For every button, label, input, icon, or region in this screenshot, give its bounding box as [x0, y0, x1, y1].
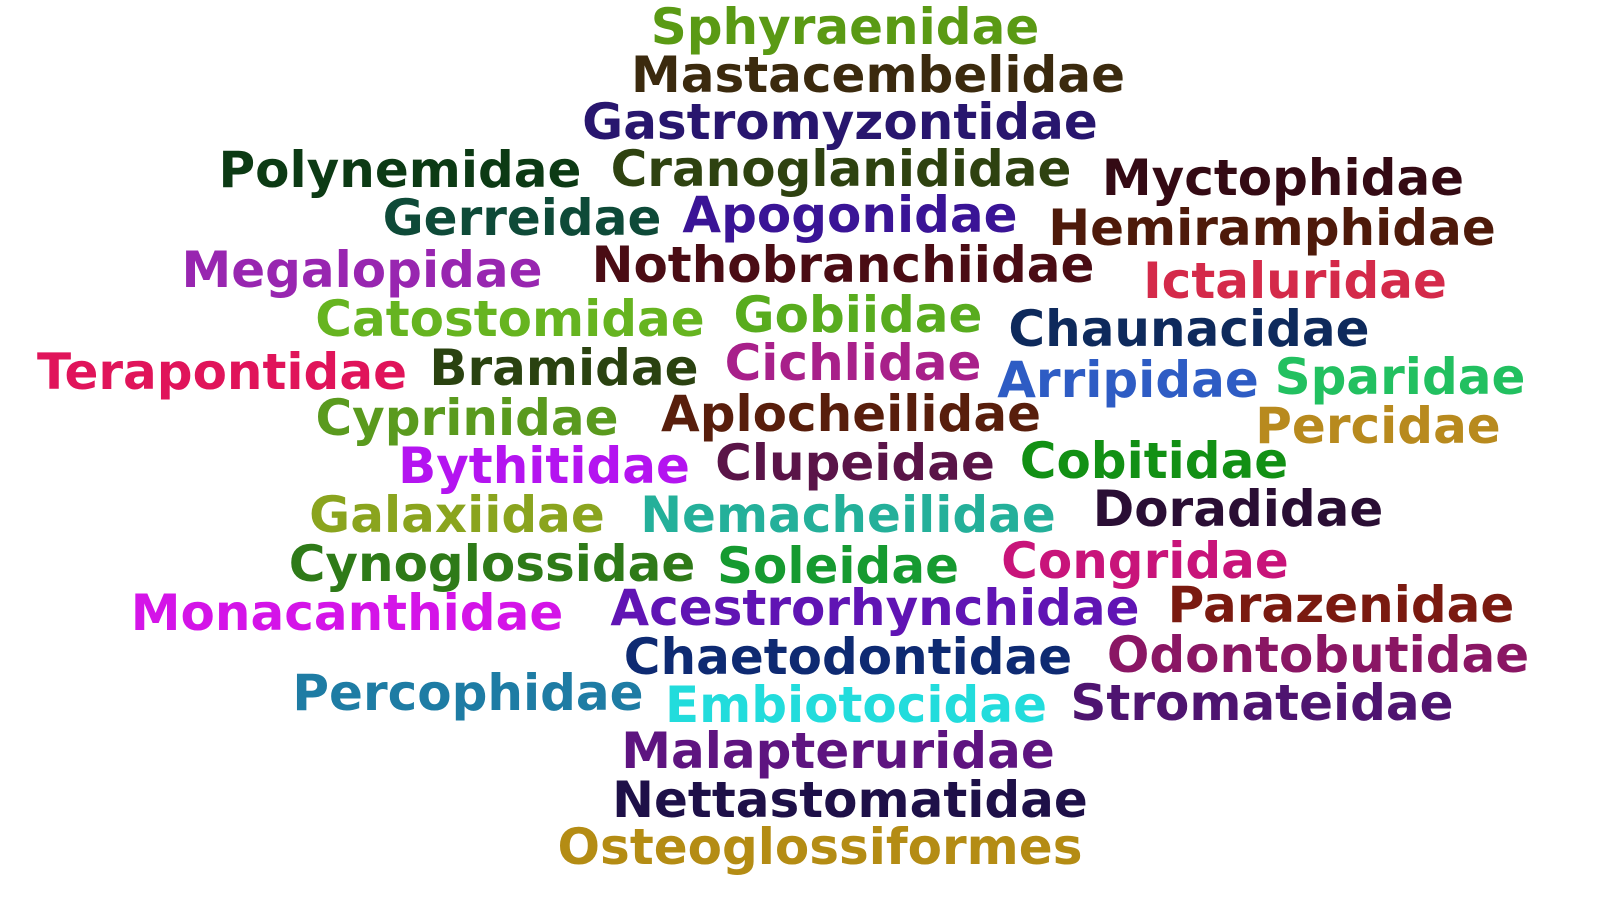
word-percidae: Percidae: [1255, 397, 1501, 455]
word-soleidae: Soleidae: [717, 537, 959, 595]
word-gastromyzontidae: Gastromyzontidae: [582, 93, 1098, 151]
word-ictaluridae: Ictaluridae: [1143, 252, 1447, 310]
word-clupeidae: Clupeidae: [715, 434, 995, 492]
word-cyprinidae: Cyprinidae: [315, 389, 619, 447]
word-congridae: Congridae: [1001, 532, 1289, 590]
word-bramidae: Bramidae: [429, 339, 699, 397]
word-cynoglossidae: Cynoglossidae: [288, 535, 696, 593]
word-bythitidae: Bythitidae: [398, 437, 690, 495]
word-nettastomatidae: Nettastomatidae: [612, 771, 1088, 829]
word-apogonidae: Apogonidae: [682, 186, 1018, 244]
word-osteoglossiformes: Osteoglossiformes: [557, 818, 1083, 876]
word-aplocheilidae: Aplocheilidae: [661, 385, 1041, 443]
word-terapontidae: Terapontidae: [37, 343, 407, 401]
word-nothobranchiidae: Nothobranchiidae: [591, 236, 1095, 294]
word-catostomidae: Catostomidae: [315, 290, 705, 348]
word-gerreidae: Gerreidae: [382, 189, 662, 247]
word-cobitidae: Cobitidae: [1019, 432, 1289, 490]
word-megalopidae: Megalopidae: [181, 241, 543, 299]
word-nemacheilidae: Nemacheilidae: [640, 486, 1056, 544]
word-malapteruridae: Malapteruridae: [621, 722, 1055, 780]
word-cichlidae: Cichlidae: [724, 334, 982, 392]
word-parazenidae: Parazenidae: [1167, 576, 1515, 634]
word-embiotocidae: Embiotocidae: [664, 676, 1048, 734]
word-odontobutidae: Odontobutidae: [1106, 626, 1530, 684]
word-polynemidae: Polynemidae: [218, 141, 582, 199]
word-acestrorhynchidae: Acestrorhynchidae: [610, 579, 1140, 637]
word-doradidae: Doradidae: [1092, 480, 1384, 538]
word-mastacembelidae: Mastacembelidae: [631, 46, 1125, 104]
word-monacanthidae: Monacanthidae: [130, 584, 564, 642]
word-stromateidae: Stromateidae: [1070, 674, 1454, 732]
word-arripidae: Arripidae: [997, 351, 1259, 409]
word-hemiramphidae: Hemiramphidae: [1048, 199, 1496, 257]
word-sphyraenidae: Sphyraenidae: [650, 0, 1040, 56]
word-chaetodontidae: Chaetodontidae: [623, 628, 1073, 686]
word-myctophidae: Myctophidae: [1101, 149, 1465, 207]
word-gobiidae: Gobiidae: [733, 286, 983, 344]
word-chaunacidae: Chaunacidae: [1008, 300, 1370, 358]
word-percophidae: Percophidae: [292, 664, 644, 722]
word-cranoglanididae: Cranoglanididae: [610, 140, 1072, 198]
word-galaxiidae: Galaxiidae: [309, 486, 605, 544]
word-sparidae: Sparidae: [1274, 348, 1526, 406]
